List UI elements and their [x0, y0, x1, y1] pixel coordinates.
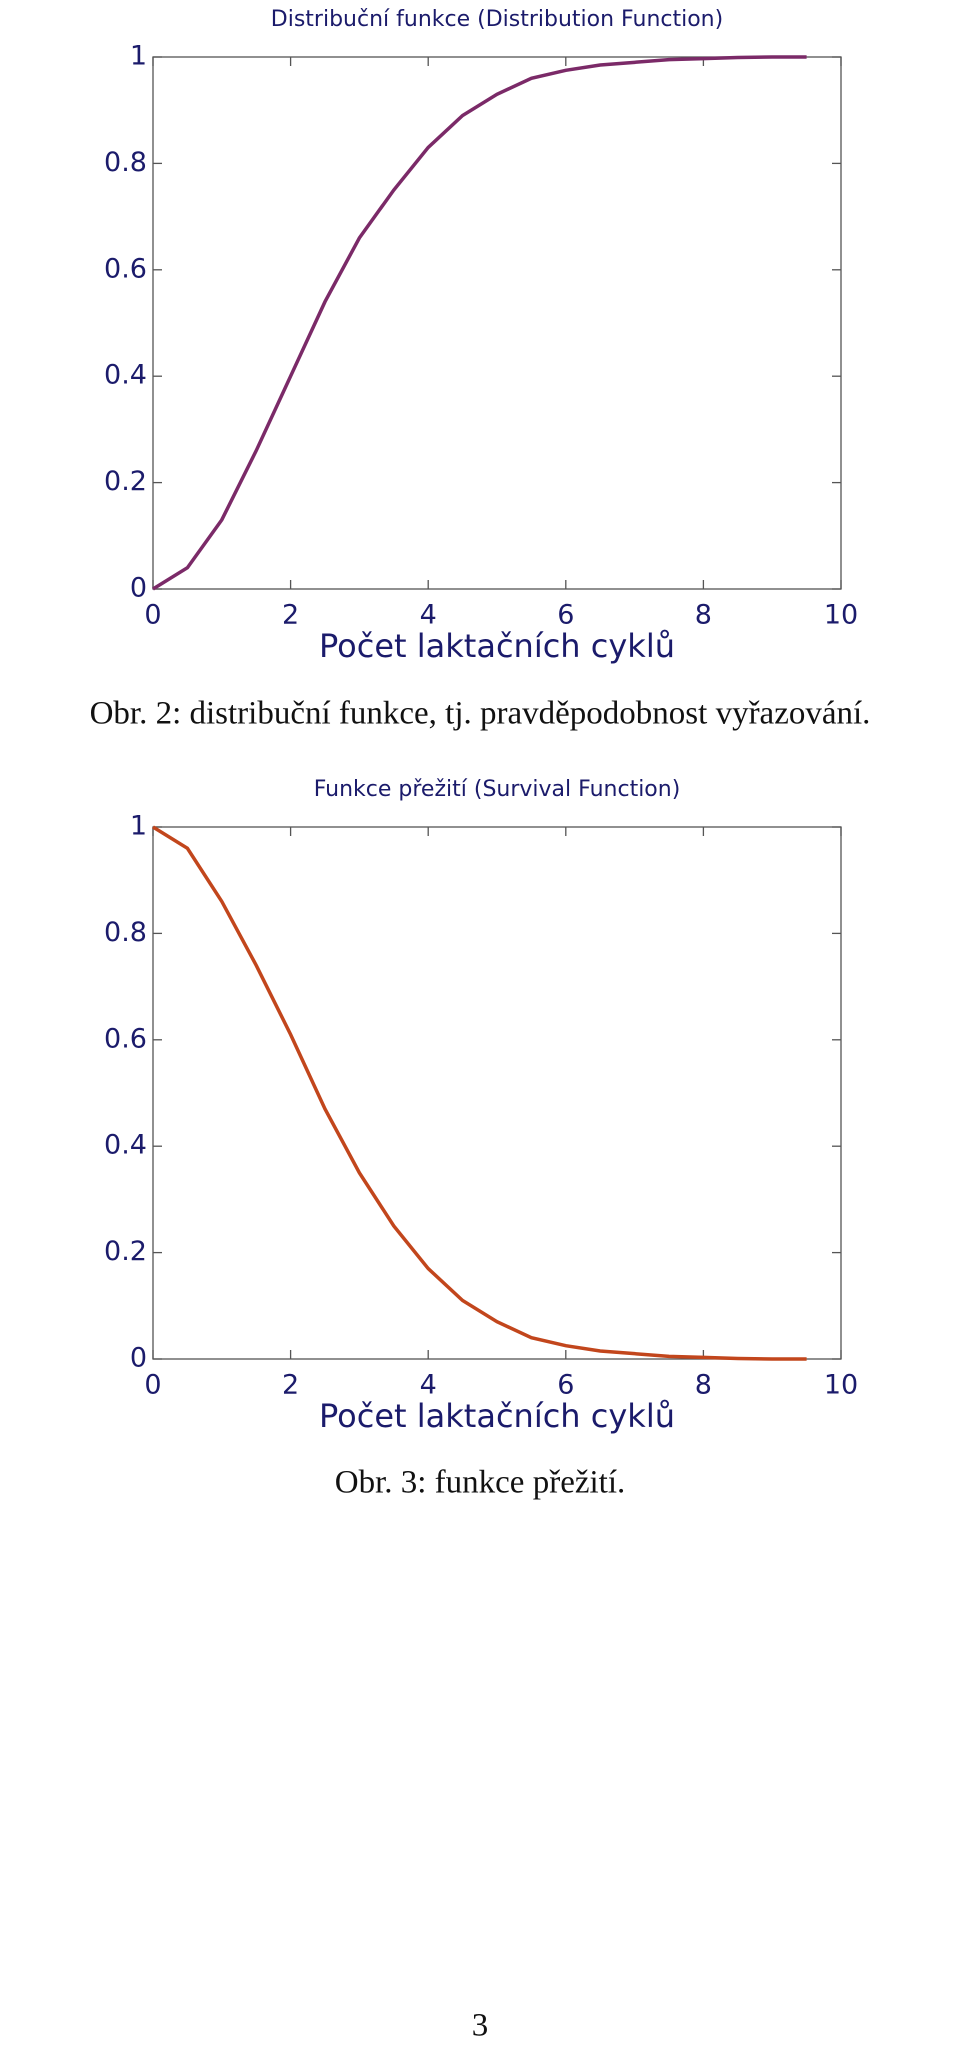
y-tick-label: 0.6 [104, 253, 147, 284]
y-tick-label: 1 [130, 811, 147, 842]
y-tick-label: 0 [130, 573, 147, 604]
y-tick-label: 0 [130, 1343, 147, 1374]
y-tick-label: 1 [130, 41, 147, 72]
x-tick-label: 10 [824, 600, 858, 631]
x-tick-label: 2 [282, 600, 299, 631]
plot-frame [152, 826, 842, 1360]
y-tick-label: 0.8 [104, 147, 147, 178]
data-line [152, 825, 807, 1361]
x-tick-label: 4 [420, 1370, 437, 1401]
chart-title: Distribuční funkce (Distribution Functio… [271, 7, 723, 32]
page-number: 3 [472, 2008, 489, 2044]
x-tick-label: 6 [557, 600, 574, 631]
y-tick-label: 0.6 [104, 1023, 147, 1054]
y-tick-label: 0.2 [104, 466, 147, 497]
x-tick-label: 4 [420, 600, 437, 631]
x-tick-label: 0 [144, 600, 161, 631]
y-tick-label: 0.8 [104, 917, 147, 948]
chart-title: Funkce přežití (Survival Function) [314, 777, 681, 802]
plot-frame [152, 56, 842, 590]
x-tick-label: 0 [144, 1370, 161, 1401]
x-tick-label: 10 [824, 1370, 858, 1401]
caption: Obr. 2: distribuční funkce, tj. pravděpo… [90, 696, 871, 732]
x-axis-label: Počet laktačních cyklů [319, 1397, 675, 1435]
x-tick-label: 6 [557, 1370, 574, 1401]
data-line [152, 55, 807, 591]
x-tick-label: 8 [695, 600, 712, 631]
y-tick-label: 0.4 [104, 360, 147, 391]
y-tick-label: 0.4 [104, 1130, 147, 1161]
caption: Obr. 3: funkce přežití. [335, 1465, 626, 1501]
y-tick-label: 0.2 [104, 1236, 147, 1267]
x-tick-label: 8 [695, 1370, 712, 1401]
x-axis-label: Počet laktačních cyklů [319, 627, 675, 665]
x-tick-label: 2 [282, 1370, 299, 1401]
